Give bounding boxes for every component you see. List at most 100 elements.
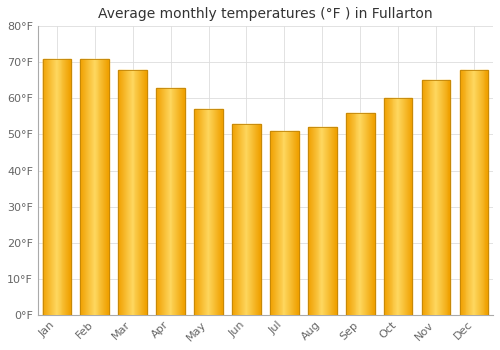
Bar — [442, 80, 443, 315]
Bar — [84, 59, 85, 315]
Bar — [235, 124, 236, 315]
Bar — [183, 88, 184, 315]
Bar — [460, 70, 488, 315]
Bar — [204, 109, 206, 315]
Bar — [480, 70, 482, 315]
Bar — [388, 98, 390, 315]
Bar — [292, 131, 293, 315]
Bar — [122, 70, 123, 315]
Bar — [126, 70, 127, 315]
Bar — [278, 131, 280, 315]
Bar — [440, 80, 441, 315]
Bar — [402, 98, 403, 315]
Bar — [354, 113, 356, 315]
Bar — [384, 98, 385, 315]
Bar — [42, 59, 71, 315]
Bar — [437, 80, 438, 315]
Bar — [220, 109, 221, 315]
Bar — [296, 131, 298, 315]
Bar — [439, 80, 440, 315]
Bar — [426, 80, 428, 315]
Bar — [90, 59, 91, 315]
Bar — [159, 88, 160, 315]
Bar — [194, 109, 223, 315]
Bar — [177, 88, 178, 315]
Bar — [87, 59, 88, 315]
Bar — [444, 80, 446, 315]
Bar — [398, 98, 399, 315]
Bar — [475, 70, 476, 315]
Bar — [166, 88, 167, 315]
Bar — [216, 109, 217, 315]
Bar — [396, 98, 398, 315]
Bar — [134, 70, 136, 315]
Bar — [361, 113, 362, 315]
Bar — [406, 98, 408, 315]
Bar — [468, 70, 469, 315]
Bar — [200, 109, 201, 315]
Bar — [438, 80, 439, 315]
Bar — [162, 88, 163, 315]
Bar — [392, 98, 394, 315]
Bar — [146, 70, 147, 315]
Bar — [164, 88, 165, 315]
Bar — [145, 70, 146, 315]
Bar — [198, 109, 199, 315]
Bar — [282, 131, 284, 315]
Bar — [195, 109, 196, 315]
Bar — [64, 59, 66, 315]
Bar — [436, 80, 437, 315]
Bar — [257, 124, 258, 315]
Bar — [423, 80, 424, 315]
Bar — [141, 70, 142, 315]
Bar — [57, 59, 58, 315]
Bar — [215, 109, 216, 315]
Bar — [127, 70, 128, 315]
Bar — [85, 59, 86, 315]
Bar — [293, 131, 294, 315]
Bar — [312, 127, 313, 315]
Bar — [142, 70, 143, 315]
Bar — [221, 109, 222, 315]
Bar — [295, 131, 296, 315]
Bar — [53, 59, 54, 315]
Bar — [136, 70, 138, 315]
Bar — [329, 127, 330, 315]
Bar — [403, 98, 404, 315]
Bar — [219, 109, 220, 315]
Bar — [308, 127, 336, 315]
Bar — [118, 70, 120, 315]
Bar — [96, 59, 98, 315]
Bar — [56, 59, 57, 315]
Bar — [313, 127, 314, 315]
Bar — [253, 124, 254, 315]
Bar — [314, 127, 316, 315]
Bar — [369, 113, 370, 315]
Bar — [366, 113, 367, 315]
Bar — [98, 59, 100, 315]
Bar — [222, 109, 223, 315]
Bar — [461, 70, 462, 315]
Bar — [408, 98, 410, 315]
Bar — [106, 59, 107, 315]
Bar — [156, 88, 185, 315]
Bar — [432, 80, 434, 315]
Bar — [232, 124, 260, 315]
Bar — [325, 127, 326, 315]
Bar — [287, 131, 288, 315]
Bar — [425, 80, 426, 315]
Bar — [184, 88, 185, 315]
Bar — [428, 80, 430, 315]
Bar — [330, 127, 331, 315]
Bar — [258, 124, 259, 315]
Bar — [58, 59, 59, 315]
Bar — [276, 131, 277, 315]
Bar — [320, 127, 322, 315]
Bar — [103, 59, 104, 315]
Bar — [430, 80, 432, 315]
Bar — [88, 59, 89, 315]
Bar — [370, 113, 372, 315]
Bar — [365, 113, 366, 315]
Bar — [309, 127, 310, 315]
Bar — [66, 59, 67, 315]
